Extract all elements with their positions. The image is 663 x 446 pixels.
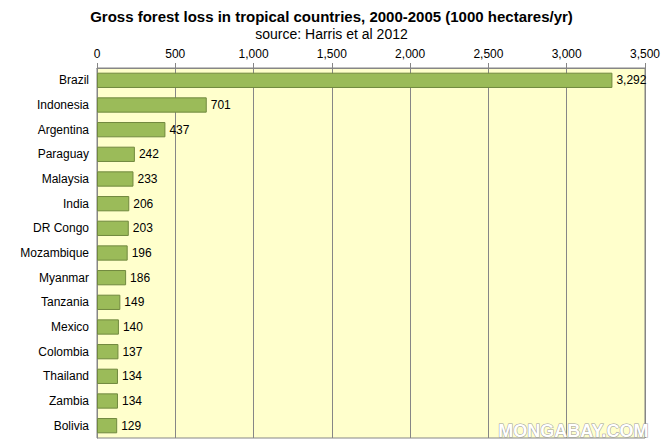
svg-text:MONGABAY.COM: MONGABAY.COM xyxy=(498,421,648,441)
svg-text:Thailand: Thailand xyxy=(43,369,89,383)
svg-text:Argentina: Argentina xyxy=(38,123,90,137)
svg-text:Brazil: Brazil xyxy=(59,73,89,87)
svg-text:242: 242 xyxy=(139,147,159,161)
svg-text:Bolivia: Bolivia xyxy=(54,419,90,433)
svg-text:500: 500 xyxy=(165,47,185,61)
svg-text:Malaysia: Malaysia xyxy=(42,172,90,186)
svg-text:203: 203 xyxy=(133,221,153,235)
svg-text:source: Harris et al 2012: source: Harris et al 2012 xyxy=(255,26,408,42)
svg-text:Zambia: Zambia xyxy=(49,394,89,408)
svg-text:2,500: 2,500 xyxy=(473,47,503,61)
svg-text:437: 437 xyxy=(169,123,189,137)
svg-text:1,500: 1,500 xyxy=(317,47,347,61)
svg-text:Indonesia: Indonesia xyxy=(37,98,89,112)
svg-text:186: 186 xyxy=(130,271,150,285)
svg-text:3,000: 3,000 xyxy=(552,47,582,61)
svg-text:129: 129 xyxy=(121,419,141,433)
svg-text:Colombia: Colombia xyxy=(38,345,89,359)
svg-text:196: 196 xyxy=(132,246,152,260)
svg-text:Gross forest loss in tropical: Gross forest loss in tropical countries,… xyxy=(90,8,573,25)
svg-text:140: 140 xyxy=(123,320,143,334)
svg-text:DR Congo: DR Congo xyxy=(33,221,89,235)
svg-text:2,000: 2,000 xyxy=(395,47,425,61)
svg-text:3,500: 3,500 xyxy=(630,47,660,61)
svg-text:149: 149 xyxy=(124,295,144,309)
svg-text:0: 0 xyxy=(94,47,101,61)
svg-text:233: 233 xyxy=(137,172,157,186)
svg-text:Myanmar: Myanmar xyxy=(39,271,89,285)
svg-text:701: 701 xyxy=(211,98,231,112)
svg-text:134: 134 xyxy=(122,394,142,408)
svg-text:India: India xyxy=(63,197,89,211)
svg-text:3,292: 3,292 xyxy=(616,73,646,87)
svg-text:Tanzania: Tanzania xyxy=(41,295,89,309)
svg-text:137: 137 xyxy=(122,345,142,359)
svg-text:1,000: 1,000 xyxy=(239,47,269,61)
svg-text:Mexico: Mexico xyxy=(51,320,89,334)
svg-text:206: 206 xyxy=(133,197,153,211)
svg-text:134: 134 xyxy=(122,369,142,383)
svg-text:Paraguay: Paraguay xyxy=(38,147,89,161)
svg-text:Mozambique: Mozambique xyxy=(20,246,89,260)
